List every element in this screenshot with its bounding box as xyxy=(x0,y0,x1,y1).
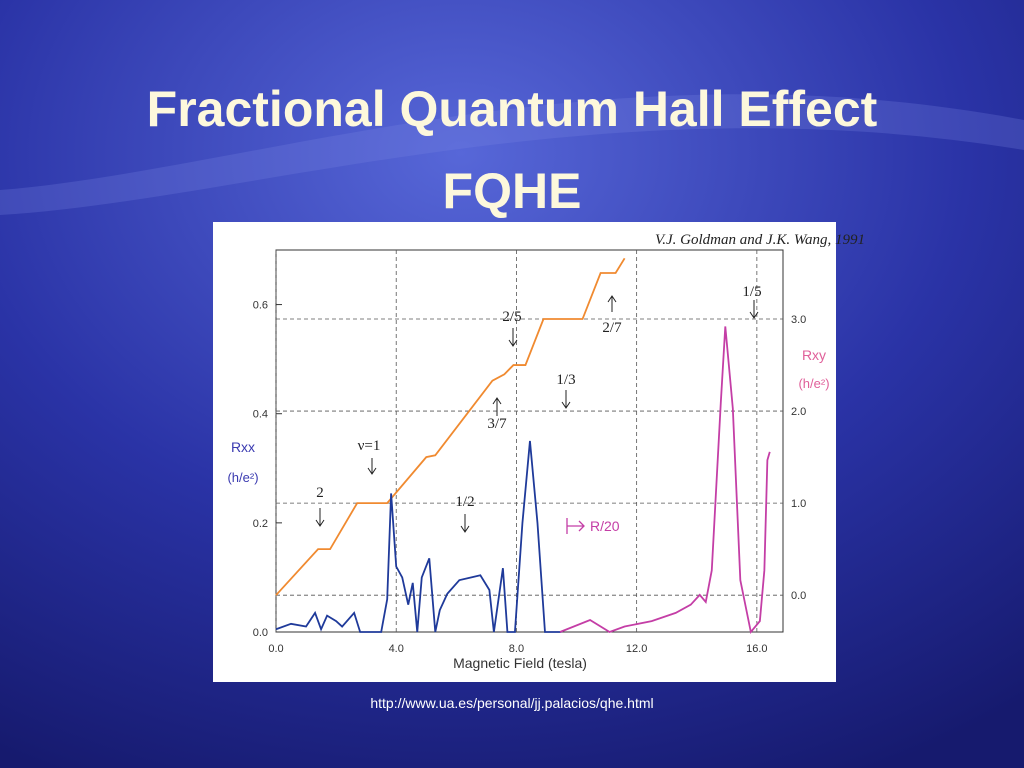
x-tick-label: 4.0 xyxy=(389,643,404,655)
y-tick-label: 0.6 xyxy=(253,300,268,312)
slide-title: Fractional Quantum Hall Effect xyxy=(147,81,878,137)
series-line xyxy=(275,440,562,633)
y2-tick-label: 0.0 xyxy=(791,590,806,602)
caption: http://www.ua.es/personal/jj.palacios/qh… xyxy=(370,695,653,711)
series-line xyxy=(559,326,771,635)
series-line xyxy=(275,257,626,596)
arrow xyxy=(367,458,377,475)
annotation: 2/5 xyxy=(502,309,521,325)
y2-axis-units: (h/e²) xyxy=(798,376,829,391)
arrow xyxy=(315,508,325,527)
arrow xyxy=(749,300,759,319)
y2-tick-label: 2.0 xyxy=(791,406,806,418)
y2-tick-label: 3.0 xyxy=(791,314,806,326)
annotation: 2/7 xyxy=(602,320,622,336)
x-tick-label: 16.0 xyxy=(746,643,767,655)
annotation: 1/2 xyxy=(455,494,474,510)
slide-title: FQHE xyxy=(443,163,582,219)
y-tick-label: 0.2 xyxy=(253,518,268,530)
y-tick-label: 0.0 xyxy=(253,627,268,639)
annotation: ν=1 xyxy=(358,438,381,454)
y-axis-units: (h/e²) xyxy=(227,470,258,485)
chart-panel xyxy=(213,222,836,682)
arrow xyxy=(508,328,518,347)
arrow xyxy=(492,397,502,416)
legend-symbol xyxy=(566,518,585,534)
legend-label: R/20 xyxy=(590,518,620,534)
y-axis-label: Rxx xyxy=(231,439,255,455)
x-tick-label: 8.0 xyxy=(509,643,524,655)
y-tick-label: 0.4 xyxy=(253,409,268,421)
arrow xyxy=(607,295,617,312)
annotation: 3/7 xyxy=(487,416,507,432)
swoosh xyxy=(0,94,1024,215)
arrow xyxy=(561,390,571,409)
arrow xyxy=(460,514,470,533)
annotation: 1/3 xyxy=(556,372,575,388)
annotation: 1/5 xyxy=(742,284,761,300)
annotation: V.J. Goldman and J.K. Wang, 1991 xyxy=(655,232,865,248)
y2-axis-label: Rxy xyxy=(802,347,826,363)
x-tick-label: 0.0 xyxy=(268,643,283,655)
x-axis-label: Magnetic Field (tesla) xyxy=(453,655,587,671)
x-tick-label: 12.0 xyxy=(626,643,647,655)
annotation: 2 xyxy=(316,485,324,501)
y2-tick-label: 1.0 xyxy=(791,498,806,510)
